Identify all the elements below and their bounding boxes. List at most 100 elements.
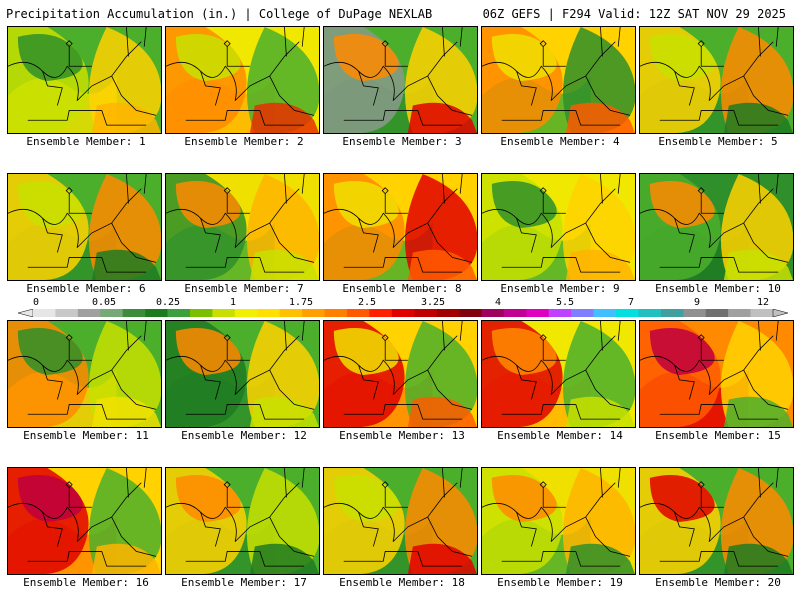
ensemble-member-label: Ensemble Member: 1 <box>26 135 146 148</box>
precip-field <box>8 468 161 574</box>
boundary-line <box>358 71 379 106</box>
boundary-line <box>550 335 616 395</box>
precip-contour <box>175 475 241 522</box>
boundary-line <box>501 404 576 415</box>
boundary-line <box>674 71 695 106</box>
colorbar-swatch <box>414 309 437 317</box>
boundary-line <box>674 365 695 400</box>
colorbar-swatch <box>705 309 729 317</box>
boundary-line <box>226 46 250 67</box>
boundary-line <box>427 222 473 263</box>
boundary-line <box>8 502 79 542</box>
boundary-line <box>166 502 237 542</box>
boundary-line <box>743 516 789 557</box>
precip-contour <box>333 475 399 522</box>
boundary-line <box>166 61 237 101</box>
boundary-line <box>659 110 734 121</box>
boundary-line <box>324 502 395 542</box>
colorbar-swatch <box>526 309 550 317</box>
boundary-line <box>640 61 711 101</box>
boundary-line <box>501 551 576 562</box>
precip-contour <box>333 34 399 81</box>
colorbar-swatch <box>77 309 101 317</box>
boundary-line <box>640 502 711 542</box>
precip-field <box>482 468 635 574</box>
boundary-line <box>700 487 724 508</box>
boundary-line <box>259 551 305 567</box>
boundary-line <box>111 75 157 116</box>
boundary-line <box>68 340 92 361</box>
precip-contour <box>649 34 715 81</box>
boundary-line <box>758 27 779 57</box>
boundary-line <box>482 502 553 542</box>
ensemble-map-1 <box>7 26 162 134</box>
boundary-line <box>442 27 463 57</box>
ensemble-map-5 <box>639 26 794 134</box>
precip-field <box>8 174 161 280</box>
boundary-line <box>27 257 102 268</box>
precip-field <box>166 174 319 280</box>
boundary-line <box>542 193 566 214</box>
station-marker-icon <box>223 334 231 342</box>
station-marker-icon <box>223 481 231 489</box>
station-marker-icon <box>381 187 389 195</box>
boundary-line <box>442 321 463 351</box>
colorbar-swatch <box>548 309 572 317</box>
ensemble-map-4 <box>481 26 636 134</box>
boundary-line <box>600 468 621 498</box>
boundary-line <box>185 551 260 562</box>
boundary-line <box>516 512 537 547</box>
ensemble-member-label: Ensemble Member: 14 <box>497 429 623 442</box>
precip-field <box>640 321 793 427</box>
colorbar-swatch <box>638 309 662 317</box>
colorbar-swatch <box>33 309 56 317</box>
ensemble-member-label: Ensemble Member: 8 <box>342 282 462 295</box>
boundary-line <box>226 487 250 508</box>
precip-field <box>166 27 319 133</box>
ensemble-map-15 <box>639 320 794 428</box>
boundary-line <box>200 365 221 400</box>
ensemble-map-11 <box>7 320 162 428</box>
boundary-line <box>708 41 774 101</box>
boundary-line <box>324 208 395 248</box>
ensemble-member-label: Ensemble Member: 17 <box>181 576 307 589</box>
boundary-line <box>674 512 695 547</box>
boundary-line <box>101 257 147 273</box>
boundary-line <box>358 218 379 253</box>
boundary-line <box>8 355 79 395</box>
boundary-line <box>733 110 779 126</box>
colorbar-tick-label: 3.25 <box>420 297 446 308</box>
boundary-line <box>501 257 576 268</box>
boundary-line <box>640 208 711 248</box>
ensemble-member-label: Ensemble Member: 5 <box>658 135 778 148</box>
boundary-line <box>259 404 305 420</box>
boundary-line <box>542 46 566 67</box>
precip-colorbar <box>18 309 788 317</box>
boundary-line <box>708 335 774 395</box>
colorbar-swatch <box>750 309 774 317</box>
boundary-line <box>324 61 395 101</box>
boundary-line <box>585 75 631 116</box>
ensemble-member-label: Ensemble Member: 9 <box>500 282 620 295</box>
colorbar-swatch <box>369 309 393 317</box>
ensemble-member-label: Ensemble Member: 16 <box>23 576 149 589</box>
boundary-line <box>733 551 779 567</box>
boundary-line <box>42 365 63 400</box>
boundary-line <box>27 110 102 121</box>
boundary-line <box>226 340 250 361</box>
precip-field <box>8 321 161 427</box>
boundary-line <box>166 355 237 395</box>
boundary-line <box>482 355 553 395</box>
ensemble-map-8 <box>323 173 478 281</box>
colorbar-swatch <box>302 309 325 317</box>
boundary-line <box>733 404 779 420</box>
boundary-line <box>700 193 724 214</box>
colorbar-swatch <box>503 309 527 317</box>
boundary-line <box>384 46 408 67</box>
colorbar-swatch <box>257 309 280 317</box>
station-marker-icon <box>381 40 389 48</box>
ensemble-map-3 <box>323 26 478 134</box>
colorbar-tick-label: 4 <box>494 297 502 308</box>
colorbar-swatch <box>660 309 684 317</box>
ensemble-map-6 <box>7 173 162 281</box>
